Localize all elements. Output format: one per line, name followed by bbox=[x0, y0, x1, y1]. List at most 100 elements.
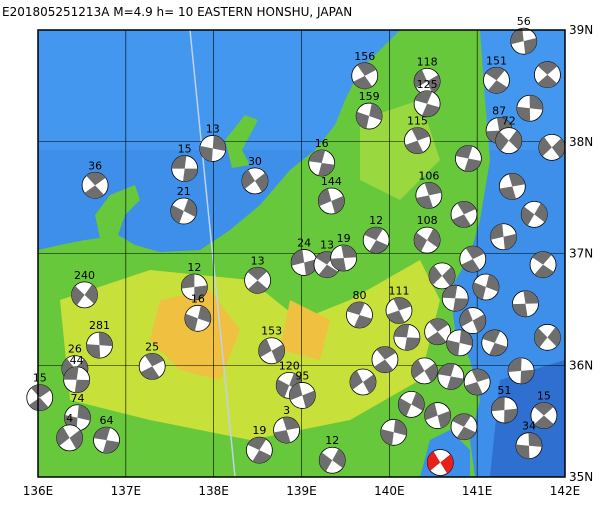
beachball-quadrant bbox=[438, 363, 464, 390]
beachball bbox=[538, 133, 566, 161]
beachball bbox=[510, 27, 538, 55]
depth-label: 115 bbox=[407, 115, 428, 128]
beachball bbox=[241, 167, 269, 195]
depth-label: 144 bbox=[321, 175, 342, 188]
beachball-quadrant bbox=[86, 332, 113, 359]
beachball-quadrant bbox=[56, 426, 83, 450]
beachball-quadrant bbox=[516, 95, 543, 122]
x-tick-label: 139E bbox=[286, 484, 317, 498]
beachball bbox=[463, 368, 491, 396]
title: E201805251213A M=4.9 h= 10 EASTERN HONSH… bbox=[2, 5, 352, 19]
beachball-quadrant bbox=[495, 130, 522, 151]
beachball-quadrant bbox=[330, 244, 357, 271]
beachball-quadrant bbox=[398, 392, 425, 417]
x-tick-label: 137E bbox=[111, 484, 142, 498]
beachball-quadrant bbox=[442, 285, 469, 312]
depth-label: 12 bbox=[325, 434, 339, 447]
depth-label: 12 bbox=[187, 261, 201, 274]
depth-label: 125 bbox=[417, 78, 438, 91]
beachball-quadrant bbox=[63, 366, 90, 393]
depth-label: 15 bbox=[537, 390, 551, 403]
beachball-quadrant bbox=[184, 305, 211, 331]
beachball bbox=[273, 416, 300, 444]
beachball bbox=[385, 297, 413, 324]
beachball-quadrant bbox=[347, 301, 372, 328]
depth-label: 51 bbox=[497, 384, 511, 397]
depth-label: 4 bbox=[66, 412, 73, 425]
depth-label: 64 bbox=[100, 414, 114, 427]
beachball bbox=[454, 145, 482, 172]
depth-label: 156 bbox=[354, 50, 375, 63]
beachball bbox=[393, 323, 421, 351]
depth-label: 21 bbox=[177, 185, 191, 198]
beachball-quadrant bbox=[455, 145, 482, 172]
beachball-quadrant bbox=[424, 402, 451, 429]
depth-label: 15 bbox=[178, 143, 192, 156]
beachball-quadrant bbox=[84, 172, 106, 199]
beachball bbox=[330, 244, 358, 272]
depth-label: 13 bbox=[251, 254, 265, 267]
beachball bbox=[446, 329, 474, 357]
beachball-quadrant bbox=[490, 223, 517, 250]
beachball bbox=[71, 281, 98, 309]
depth-label: 30 bbox=[248, 155, 262, 168]
beachball-quadrant bbox=[464, 368, 490, 396]
beachball bbox=[245, 436, 273, 464]
beachball bbox=[56, 424, 84, 452]
beachball-quadrant bbox=[318, 188, 345, 214]
beachball bbox=[515, 432, 543, 460]
depth-label: 19 bbox=[337, 232, 351, 245]
depth-label: 159 bbox=[359, 90, 380, 103]
beachball bbox=[529, 251, 557, 279]
depth-label: 118 bbox=[417, 55, 438, 68]
depth-label: 108 bbox=[417, 214, 438, 227]
x-tick-label: 140E bbox=[374, 484, 405, 498]
depth-label: 19 bbox=[252, 424, 266, 437]
beachball bbox=[346, 301, 373, 329]
beachball bbox=[520, 200, 548, 228]
beachball-quadrant bbox=[29, 384, 51, 411]
beachball-quadrant bbox=[538, 136, 565, 158]
beachball-quadrant bbox=[532, 251, 554, 278]
depth-label: 13 bbox=[206, 122, 220, 135]
beachball bbox=[413, 90, 441, 118]
beachball-quadrant bbox=[380, 419, 407, 446]
beachball bbox=[512, 290, 539, 318]
beachball-quadrant bbox=[405, 127, 430, 154]
beachball-quadrant bbox=[414, 90, 440, 117]
beachball-quadrant bbox=[452, 413, 476, 440]
beachball-quadrant bbox=[64, 404, 91, 431]
depth-label: 44 bbox=[70, 354, 84, 367]
depth-label: 24 bbox=[297, 236, 311, 249]
depth-label: 25 bbox=[145, 340, 159, 353]
depth-label: 36 bbox=[88, 159, 102, 172]
beachball-quadrant bbox=[171, 155, 198, 182]
beachball-quadrant bbox=[515, 432, 542, 459]
depth-label: 26 bbox=[68, 343, 82, 356]
x-tick-label: 136E bbox=[23, 484, 54, 498]
depth-label: 12 bbox=[369, 214, 383, 227]
beachball bbox=[362, 226, 390, 254]
beachball bbox=[441, 284, 469, 312]
beachball-quadrant bbox=[319, 448, 346, 472]
depth-label: 240 bbox=[74, 269, 95, 282]
depth-label: 80 bbox=[352, 289, 366, 302]
depth-label: 72 bbox=[502, 115, 516, 128]
beachball-quadrant bbox=[247, 437, 272, 464]
beachball bbox=[424, 318, 452, 346]
beachball-quadrant bbox=[374, 346, 396, 373]
beachball bbox=[472, 273, 500, 301]
events: 1536133016156159118125115211441210610824… bbox=[26, 15, 566, 476]
beachball-quadrant bbox=[308, 149, 335, 176]
beachball-quadrant bbox=[414, 69, 441, 94]
beachball bbox=[426, 449, 454, 476]
depth-label: 151 bbox=[486, 54, 507, 67]
beachball-quadrant bbox=[482, 329, 508, 356]
beachball bbox=[355, 102, 383, 130]
depth-label: 16 bbox=[315, 137, 329, 150]
beachball-quadrant bbox=[414, 228, 441, 252]
beachball-quadrant bbox=[508, 357, 535, 384]
beachball bbox=[530, 402, 558, 429]
beachball bbox=[308, 149, 336, 177]
